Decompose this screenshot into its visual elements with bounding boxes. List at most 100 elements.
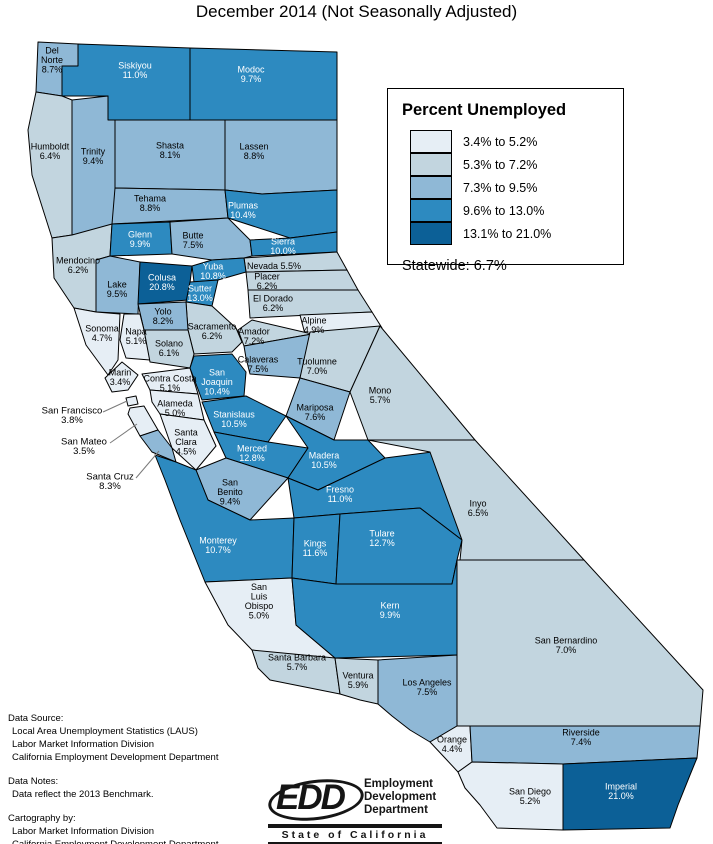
data-notes-lines: Data reflect the 2013 Benchmark. [8,788,218,801]
leader-line-sanmateo [109,423,138,444]
county-label-solano: Solano 6.1% [155,338,183,358]
legend-class-label: 3.4% to 5.2% [463,134,538,149]
county-santacruz [139,429,177,463]
county-label-kings: Kings 11.6% [303,538,328,558]
legend-swatch [410,221,452,245]
county-label-fresno: Fresno 11.0% [326,484,354,504]
text-line: California Employment Development Depart… [8,838,218,844]
county-label-tehama: Tehama 8.8% [134,193,166,213]
county-label-amador: Amador 7.2% [238,326,270,346]
text-line: Employment [364,778,434,790]
county-lassen [224,119,338,195]
text-line: Data reflect the 2013 Benchmark. [12,789,154,800]
county-label-eldorado: El Dorado 6.2% [253,293,293,313]
county-label-siskiyou: Siskiyou 11.0% [118,60,152,80]
county-label-yolo: Yolo 8.2% [153,306,174,326]
county-label-trinity: Trinity 9.4% [81,146,106,166]
county-butte [169,217,253,261]
county-label-kern: Kern 9.9% [380,600,401,620]
county-label-butte: Butte 7.5% [182,230,203,250]
county-label-nevada: Nevada 5.5% [247,261,301,271]
legend-class-label: 5.3% to 7.2% [463,157,538,172]
county-label-delnorte: Del Norte 8.7% [41,46,63,75]
text-line: Labor Market Information Division [12,826,155,837]
county-label-yuba: Yuba 10.8% [200,261,226,281]
data-source-block: Data Source: Local Area Unemployment Sta… [8,712,218,764]
county-label-shasta: Shasta 8.1% [156,140,184,160]
text-line: Labor Market Information Division [12,739,155,750]
legend-swatch [410,152,452,176]
legend-box: Percent Unemployed 3.4% to 5.2% 5.3% to 7… [387,88,624,274]
county-ventura [334,657,379,705]
notes: Data Source: Local Area Unemployment Sta… [8,712,218,844]
county-label-placer: Placer 6.2% [254,271,280,291]
county-label-santaclara: Santa Clara 4.5% [174,428,198,457]
county-label-tuolumne: Tuolumne 7.0% [297,356,337,376]
county-label-calaveras: Calaveras 7.5% [238,354,279,374]
logo-dept-lines: Employment Development Department [364,774,436,817]
legend-swatch [410,175,452,199]
county-label-losangeles: Los Angeles 7.5% [402,677,452,697]
county-label-sanbenito: San Benito 9.4% [217,478,243,507]
leader-line-santacruz [135,450,160,479]
county-label-inyo: Inyo 6.5% [468,498,489,518]
county-label-sierra: Sierra 10.0% [270,236,296,256]
legend-swatch [410,198,452,222]
data-notes-heading: Data Notes: [8,776,59,787]
logo-state-footer: State of California [268,824,442,844]
county-label-madera: Madera 10.5% [309,450,340,470]
statewide-label: Statewide: 6.7% [402,258,507,274]
county-label-stanislaus: Stanislaus 10.5% [213,409,255,429]
county-modoc [189,47,338,121]
county-label-modoc: Modoc 9.7% [237,64,265,84]
edd-logo: EDD Employment Development Department Stat… [265,774,442,844]
county-label-mariposa: Mariposa 7.6% [296,402,333,422]
legend-rows: 3.4% to 5.2% 5.3% to 7.2% 7.3% to 9.5% 9.6%… [402,130,623,245]
county-label-humboldt: Humboldt 6.4% [31,141,70,161]
county-label-sacramento: Sacramento 6.2% [188,321,237,341]
text-line: Development [364,791,437,803]
county-sierra [249,231,338,257]
legend-class-label: 9.6% to 13.0% [463,203,545,218]
county-label-mendocino: Mendocino 6.2% [56,255,100,275]
cartography-block: Cartography by: Labor Market Information… [8,812,218,844]
county-label-santacruz: Santa Cruz 8.3% [86,471,134,492]
data-source-heading: Data Source: [8,713,64,724]
county-label-slo: San Luis Obispo 5.0% [245,582,274,621]
text-line: Department [364,804,428,816]
county-label-colusa: Colusa 20.8% [148,272,176,292]
county-sonoma [73,307,121,376]
county-label-plumas: Plumas 10.4% [228,200,259,220]
text-line: California Employment Development Depart… [12,752,219,763]
leader-line-sanfrancisco [102,400,128,413]
county-label-lake: Lake 9.5% [107,279,128,299]
county-imperial [562,757,698,831]
county-label-orange: Orange 4.4% [437,734,467,754]
legend-class-label: 7.3% to 9.5% [463,180,538,195]
county-humboldt [27,91,73,239]
county-label-riverside: Riverside 7.4% [562,727,600,747]
legend-title: Percent Unemployed [402,101,567,119]
cartography-lines: Labor Market Information DivisionCalifor… [8,825,218,844]
county-label-ventura: Ventura 5.9% [342,670,373,690]
logo-acronym: EDD [276,778,346,817]
legend-class-row: 7.3% to 9.5% [402,175,623,199]
county-sandiego [457,761,564,831]
county-label-glenn: Glenn 9.9% [128,229,152,249]
county-label-sanmateo: San Mateo 3.5% [61,436,107,457]
page-title: December 2014 (Not Seasonally Adjusted) [195,2,518,21]
cartography-heading: Cartography by: [8,813,76,824]
county-label-mono: Mono 5.7% [369,385,392,405]
county-label-santabarbara: Santa Barbara 5.7% [268,652,326,672]
county-label-marin: Marin 3.4% [109,367,132,387]
county-label-sonoma: Sonoma 4.7% [85,323,119,343]
legend-class-row: 3.4% to 5.2% [402,130,623,153]
county-label-sutter: Sutter 13.0% [187,283,213,303]
county-label-alameda: Alameda 5.0% [157,398,193,418]
county-label-sandiego: San Diego 5.2% [509,786,551,806]
text-line: Local Area Unemployment Statistics (LAUS… [12,726,198,737]
data-notes-block: Data Notes: Data reflect the 2013 Benchm… [8,775,218,801]
county-calaveras [243,333,313,379]
county-label-monterey: Monterey 10.7% [199,535,237,555]
